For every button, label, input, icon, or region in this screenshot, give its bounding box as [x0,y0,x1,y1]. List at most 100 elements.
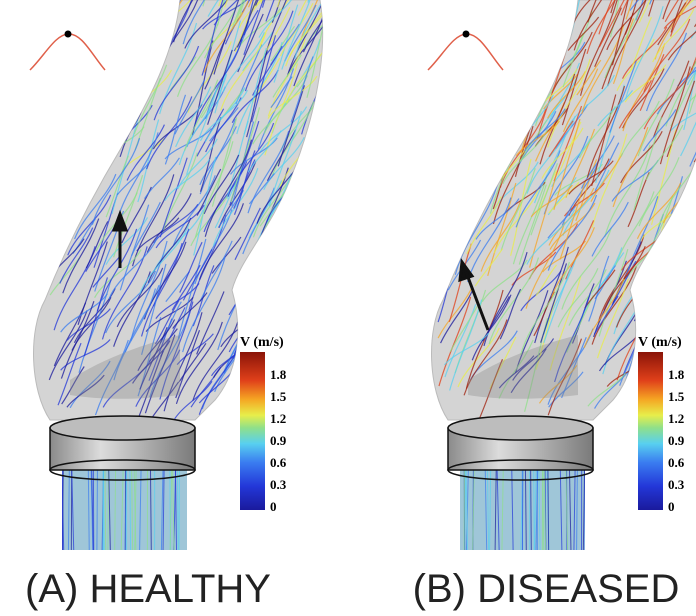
streamline [307,195,346,283]
streamline [467,121,507,161]
streamline [639,292,665,363]
streamline [70,33,114,86]
streamline [95,20,116,63]
waveform [30,34,105,70]
streamline [49,75,97,113]
streamline [60,154,89,213]
streamline [455,94,493,137]
streamline [102,0,135,72]
streamline [44,196,64,265]
streamline [480,88,502,181]
colorbar-tick-label: 1.8 [668,367,685,382]
colorbar-tick-label: 0.3 [270,477,287,492]
streamline [97,25,121,66]
streamline [275,234,310,311]
page: V (m/s)00.30.60.91.21.51.8(A) HEALTHYV (… [0,0,696,616]
streamline [465,0,501,16]
streamline [686,289,696,344]
streamline [463,61,494,106]
streamline [97,470,98,550]
streamline [454,133,485,190]
streamline [269,207,316,287]
panel: V (m/s)00.30.60.91.21.51.8(B) DISEASED [413,0,696,611]
streamline [48,56,71,152]
streamline [462,41,483,79]
streamline [41,0,90,54]
streamline [448,160,473,248]
streamline [461,22,506,78]
ring-top [448,416,593,440]
colorbar-tick-label: 0.9 [270,433,287,448]
streamline [687,223,696,253]
streamline [688,242,696,284]
streamline [444,60,475,130]
streamline [492,0,522,79]
streamline [86,0,118,76]
streamline [66,56,100,148]
streamline [453,74,498,166]
colorbar-tick-label: 1.5 [270,389,287,404]
streamline [531,470,532,550]
streamline [46,53,72,146]
streamline [458,110,488,168]
colorbar-tick-label: 0 [270,499,277,514]
streamline [266,307,287,398]
streamline [55,0,83,12]
streamline [691,327,696,380]
waveform-marker [463,31,470,38]
streamline [286,282,307,324]
streamline [97,16,121,109]
streamline [296,264,338,301]
colorbar [638,352,663,510]
streamline [444,53,489,87]
streamline [636,261,684,295]
streamline [439,59,487,143]
streamline [445,0,488,88]
streamline [480,125,502,176]
streamline [659,257,695,304]
streamline [534,470,535,550]
streamline [468,95,493,131]
streamline [504,0,525,79]
panel-label: (B) DISEASED [413,567,680,611]
streamline [293,302,338,378]
colorbar-tick-label: 0.3 [668,477,685,492]
streamline [304,285,331,365]
streamline [295,323,315,378]
streamline [634,270,664,321]
figure: V (m/s)00.30.60.91.21.51.8(A) HEALTHYV (… [0,0,696,616]
streamline [450,120,486,173]
streamline [90,43,119,107]
streamline [86,0,133,49]
streamline [42,96,83,129]
streamline [452,173,480,210]
streamline [681,202,696,239]
streamline [455,132,495,208]
colorbar-tick-label: 1.5 [668,389,685,404]
streamline [51,32,77,78]
streamline [123,0,156,59]
streamline [447,164,468,221]
waveform-marker [65,31,72,38]
streamline [76,0,97,24]
streamline [548,470,549,550]
streamline [301,190,338,247]
streamline [692,307,696,393]
streamline [281,331,327,364]
streamline [76,96,107,158]
streamline [285,266,328,344]
colorbar-tick-label: 0.6 [270,455,287,470]
streamline [261,244,292,304]
streamline [62,53,105,148]
panel: V (m/s)00.30.60.91.21.51.8(A) HEALTHY [25,0,355,611]
streamline [308,212,354,286]
streamline [69,125,115,158]
streamline [44,46,69,100]
streamline [513,6,554,72]
streamline [693,333,696,416]
streamline [51,0,94,71]
ring-top [50,416,195,440]
colorbar-tick-label: 0 [668,499,675,514]
streamline [471,75,510,108]
outflow-tube [62,470,187,550]
